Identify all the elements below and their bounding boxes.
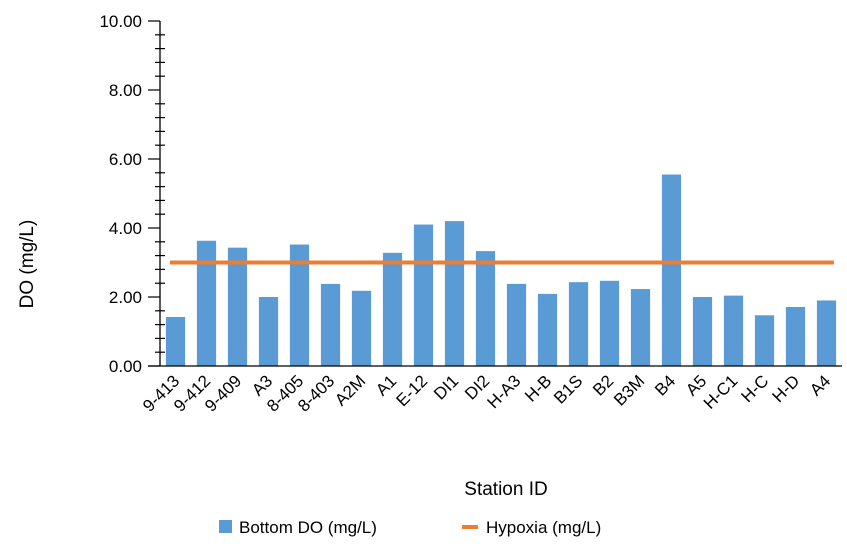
x-tick-label: H-D [769,371,804,406]
x-tick-label: B1S [550,371,586,407]
x-tick-label: E-12 [392,371,431,410]
x-tick-label: A4 [806,371,834,399]
x-tick-label: A2M [331,371,369,409]
bar-B3M [630,289,651,366]
bar-DI1 [444,221,465,366]
bar-9-412 [196,240,217,366]
bar-A5 [692,297,713,366]
bar-H-C1 [723,295,744,366]
bar-9-409 [227,247,248,366]
y-tick-label: 2.00 [109,288,142,307]
y-axis: 0.00 2.00 4.00 6.00 8.00 10.00 [99,12,165,376]
legend-label-hypoxia: Hypoxia (mg/L) [486,518,601,537]
legend-swatch-bottom-do [219,520,232,533]
bar-H-A3 [506,283,527,366]
x-tick-label: B3M [610,371,648,409]
bar-B2 [599,280,620,366]
bar-A4 [816,300,837,366]
bar-H-D [785,307,806,366]
x-tick-label: H-C [738,371,773,406]
legend: Bottom DO (mg/L) Hypoxia (mg/L) [219,518,601,537]
bar-A1 [382,252,403,366]
y-tick-label: 8.00 [109,81,142,100]
x-tick-label: 8-403 [294,371,338,415]
legend-label-bottom-do: Bottom DO (mg/L) [239,518,377,537]
x-tick-label: H-A3 [484,371,525,412]
bar-H-C [754,315,775,366]
x-axis-title: Station ID [464,479,547,500]
bar-8-403 [320,283,341,366]
y-tick-label: 6.00 [109,150,142,169]
bar-B4 [661,174,682,366]
bar-9-413 [165,317,186,366]
bar-DI2 [475,251,496,366]
bar-8-405 [289,244,310,366]
bar-B1S [568,282,589,366]
bar-E-12 [413,224,434,366]
bar-series [165,174,837,366]
x-tick-label: 9-409 [201,371,245,415]
x-tick-label: DI1 [430,371,462,403]
bar-A3 [258,297,279,366]
x-tick-label: H-C1 [700,371,741,412]
x-tick-label: B4 [651,371,679,399]
y-tick-label: 4.00 [109,219,142,238]
bar-H-B [537,293,558,366]
y-axis-title: DO (mg/L) [17,220,38,309]
x-tick-label: H-B [521,371,555,405]
y-tick-label: 10.00 [99,12,142,31]
bar-A2M [351,290,372,366]
y-tick-label: 0.00 [109,357,142,376]
